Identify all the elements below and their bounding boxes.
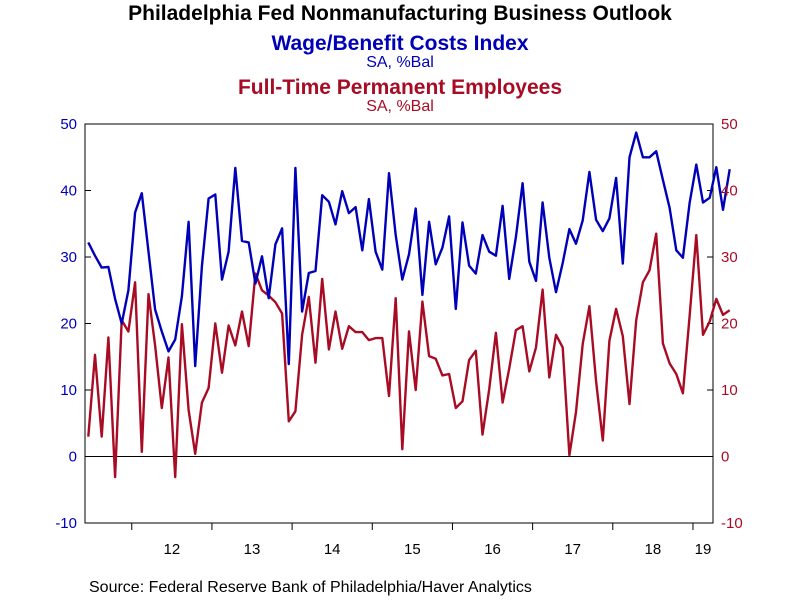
full-time-employees-line — [87, 232, 731, 479]
source-note: Source: Federal Reserve Bank of Philadel… — [89, 579, 532, 596]
y-tick-label-left: 40 — [60, 183, 77, 200]
y-tick-label-right: 40 — [721, 183, 738, 200]
x-tick-label: 15 — [404, 541, 421, 558]
x-tick-label: 17 — [564, 541, 581, 558]
y-tick-label-left: 10 — [60, 382, 77, 399]
y-tick-label-right: 10 — [721, 382, 738, 399]
y-tick-label-right: 30 — [721, 249, 738, 266]
y-tick-label-left: -10 — [55, 515, 77, 532]
series2-legend-unit: SA, %Bal — [366, 98, 434, 115]
y-tick-label-left: 0 — [69, 449, 77, 466]
x-tick-label: 16 — [484, 541, 501, 558]
y-tick-label-right: -10 — [721, 515, 743, 532]
series1-legend-title: Wage/Benefit Costs Index — [271, 32, 529, 55]
chart-title: Philadelphia Fed Nonmanufacturing Busine… — [128, 2, 672, 25]
y-tick-label-right: 50 — [721, 116, 738, 133]
x-tick-label: 14 — [324, 541, 341, 558]
x-tick-label: 18 — [645, 541, 662, 558]
series2-legend-title: Full-Time Permanent Employees — [237, 76, 563, 99]
series-lines — [87, 131, 731, 479]
x-tick-label: 19 — [695, 541, 712, 558]
x-tick-label: 13 — [244, 541, 261, 558]
y-tick-label-left: 50 — [60, 116, 77, 133]
axis-labels: -10 -10 0 0 10 10 20 20 30 30 40 40 50 50 12 13 14 15 16 17… — [55, 116, 742, 558]
x-tick-label: 12 — [164, 541, 181, 558]
y-tick-label-left: 20 — [60, 316, 77, 333]
y-tick-label-right: 0 — [721, 449, 729, 466]
y-tick-label-left: 30 — [60, 249, 77, 266]
wage-benefit-costs-line — [87, 131, 731, 368]
y-tick-label-right: 20 — [721, 316, 738, 333]
series1-legend-unit: SA, %Bal — [366, 54, 434, 71]
